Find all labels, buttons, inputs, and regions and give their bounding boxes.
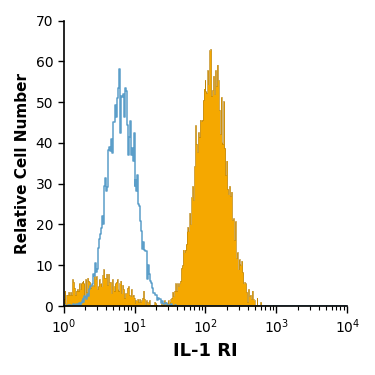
X-axis label: IL-1 RI: IL-1 RI xyxy=(173,342,238,360)
Y-axis label: Relative Cell Number: Relative Cell Number xyxy=(15,73,30,254)
